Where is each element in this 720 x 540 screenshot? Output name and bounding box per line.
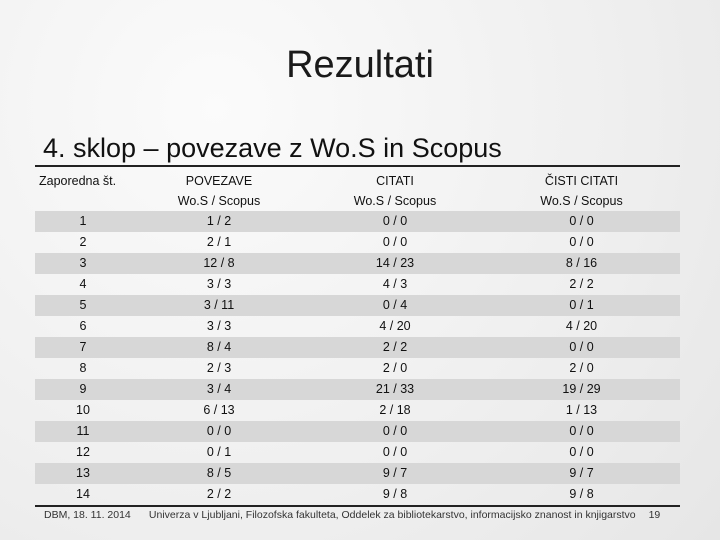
citati-cell: 4 / 3 (382, 277, 408, 291)
cisti-citati-cell: 19 / 29 (483, 379, 680, 400)
row-index: 7 (35, 337, 131, 358)
cisti-citati-cell: 0 / 0 (569, 235, 594, 249)
cisti-citati-cell: 0 / 0 (569, 445, 594, 459)
row-index: 13 (35, 463, 131, 484)
row-index: 1 (35, 211, 131, 232)
title-divider (35, 165, 680, 167)
row-index: 12 (76, 445, 90, 459)
citati-cell: 0 / 0 (307, 421, 483, 442)
table-row: 8 2 / 3 2 / 0 2 / 0 (35, 358, 680, 379)
citati-cell: 21 / 33 (307, 379, 483, 400)
table-row: 2 2 / 1 0 / 0 0 / 0 (35, 232, 680, 253)
povezave-cell: 2 / 1 (206, 235, 232, 249)
table-row: 4 3 / 3 4 / 3 2 / 2 (35, 274, 680, 295)
povezave-cell: 2 / 2 (131, 484, 307, 507)
subheader-cisti-citati: Wo.S / Scopus (540, 194, 623, 208)
row-index: 5 (35, 295, 131, 316)
slide-subtitle: 4. sklop – povezave z Wo.S in Scopus (43, 133, 502, 163)
subheader-empty (35, 191, 131, 211)
cisti-citati-cell: 0 / 1 (483, 295, 680, 316)
header-povezave: POVEZAVE (185, 174, 253, 188)
citati-cell: 2 / 2 (307, 337, 483, 358)
footer-institution: Univerza v Ljubljani, Filozofska fakulte… (148, 509, 636, 521)
povezave-cell: 8 / 4 (131, 337, 307, 358)
povezave-cell: 3 / 4 (131, 379, 307, 400)
row-index: 8 (79, 361, 87, 375)
citati-cell: 9 / 7 (307, 463, 483, 484)
row-index: 3 (35, 253, 131, 274)
povezave-cell: 1 / 2 (131, 211, 307, 232)
subheader-citati: Wo.S / Scopus (353, 194, 437, 208)
cisti-citati-cell: 0 / 0 (483, 211, 680, 232)
row-index: 9 (35, 379, 131, 400)
citati-cell: 0 / 4 (307, 295, 483, 316)
cisti-citati-cell: 0 / 0 (483, 421, 680, 442)
row-index: 11 (35, 421, 131, 442)
table-row: 12 0 / 1 0 / 0 0 / 0 (35, 442, 680, 463)
slide-title: Rezultati (286, 44, 434, 86)
citati-cell: 2 / 0 (382, 361, 408, 375)
results-table: Zaporedna št. POVEZAVE CITATI ČISTI CITA… (35, 172, 680, 507)
table-header-row: Zaporedna št. POVEZAVE CITATI ČISTI CITA… (35, 172, 680, 191)
povezave-cell: 3 / 3 (206, 277, 232, 291)
header-citati: CITATI (376, 174, 414, 188)
povezave-cell: 0 / 0 (131, 421, 307, 442)
table-subheader-row: Wo.S / Scopus Wo.S / Scopus Wo.S / Scopu… (35, 191, 680, 211)
subheader-povezave: Wo.S / Scopus (177, 194, 261, 208)
header-cisti-citati: ČISTI CITATI (544, 174, 619, 188)
table-row: 10 6 / 13 2 / 18 1 / 13 (35, 400, 680, 421)
citati-cell: 14 / 23 (307, 253, 483, 274)
cisti-citati-cell: 8 / 16 (483, 253, 680, 274)
citati-cell: 2 / 18 (379, 403, 411, 417)
povezave-cell: 6 / 13 (203, 403, 235, 417)
cisti-citati-cell: 2 / 0 (569, 361, 594, 375)
citati-cell: 9 / 8 (307, 484, 483, 507)
cisti-citati-cell: 9 / 8 (483, 484, 680, 507)
footer: DBM, 18. 11. 2014 Univerza v Ljubljani, … (44, 509, 660, 521)
cisti-citati-cell: 1 / 13 (565, 403, 598, 417)
row-index: 10 (76, 403, 90, 417)
povezave-cell: 8 / 5 (131, 463, 307, 484)
header-index: Zaporedna št. (39, 174, 117, 188)
citati-cell: 4 / 20 (379, 319, 411, 333)
page-number: 19 (648, 509, 661, 521)
povezave-cell: 3 / 3 (206, 319, 232, 333)
citati-cell: 0 / 0 (307, 211, 483, 232)
povezave-cell: 0 / 1 (206, 445, 232, 459)
row-index: 6 (79, 319, 87, 333)
povezave-cell: 2 / 3 (206, 361, 232, 375)
footer-date: DBM, 18. 11. 2014 (44, 509, 131, 521)
cisti-citati-cell: 0 / 0 (483, 337, 680, 358)
cisti-citati-cell: 4 / 20 (565, 319, 598, 333)
row-index: 4 (79, 277, 87, 291)
table-row: 6 3 / 3 4 / 20 4 / 20 (35, 316, 680, 337)
table-row: 3 12 / 8 14 / 23 8 / 16 (35, 253, 680, 274)
cisti-citati-cell: 9 / 7 (483, 463, 680, 484)
povezave-cell: 3 / 11 (131, 295, 307, 316)
citati-cell: 0 / 0 (382, 445, 408, 459)
citati-cell: 0 / 0 (382, 235, 408, 249)
row-index: 14 (35, 484, 131, 507)
povezave-cell: 12 / 8 (131, 253, 307, 274)
cisti-citati-cell: 2 / 2 (569, 277, 594, 291)
row-index: 2 (79, 235, 87, 249)
